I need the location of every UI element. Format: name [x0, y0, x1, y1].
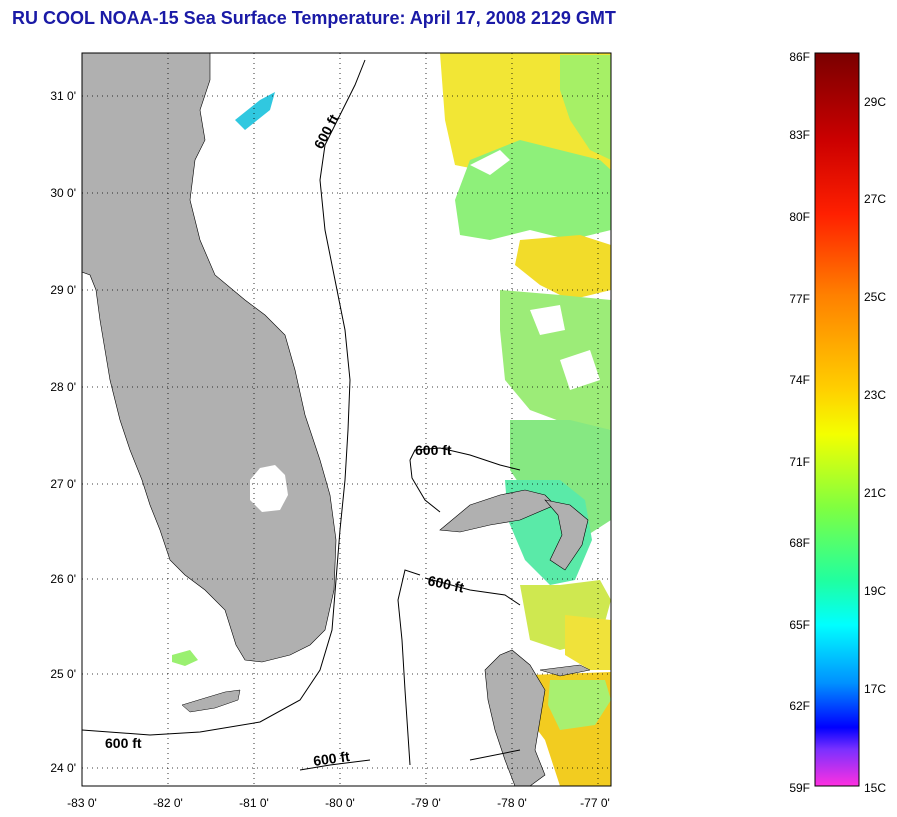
colorbar-f-label: 83F [789, 128, 810, 142]
colorbar-c-label: 19C [864, 584, 886, 598]
colorbar-c-label: 23C [864, 388, 886, 402]
colorbar-c-label: 21C [864, 486, 886, 500]
colorbar-gradient [814, 52, 860, 787]
colorbar-f-label: 86F [789, 50, 810, 64]
colorbar-f-label: 80F [789, 210, 810, 224]
grand-bahama [439, 489, 556, 533]
andros-island [484, 649, 546, 786]
contour-label: 600 ft [415, 442, 452, 458]
lat-label: 29 0' [50, 283, 76, 297]
colorbar-c-label: 27C [864, 192, 886, 206]
map-title: RU COOL NOAA-15 Sea Surface Temperature:… [12, 8, 616, 28]
lat-label: 25 0' [50, 667, 76, 681]
colorbar-f-label: 65F [789, 618, 810, 632]
abaco-island [544, 499, 589, 571]
grid-lines [82, 53, 611, 786]
colorbar-c-label: 25C [864, 290, 886, 304]
lon-label: -80 0' [325, 796, 355, 810]
colorbar-f-label: 59F [789, 781, 810, 795]
colorbar-f-label: 74F [789, 373, 810, 387]
colorbar-f-label: 77F [789, 292, 810, 306]
lon-label: -83 0' [67, 796, 97, 810]
colorbar-f-label: 68F [789, 536, 810, 550]
lon-label: -77 0' [580, 796, 610, 810]
lat-label: 27 0' [50, 477, 76, 491]
colorbar: 86F 83F 80F 77F 74F 71F 68F 65F 62F 59F … [789, 50, 886, 795]
colorbar-f-label: 62F [789, 699, 810, 713]
colorbar-f-label: 71F [789, 455, 810, 469]
lat-label: 26 0' [50, 572, 76, 586]
colorbar-c-label: 17C [864, 682, 886, 696]
lon-label: -82 0' [153, 796, 183, 810]
lon-label: -78 0' [497, 796, 527, 810]
contour-label: 600 ft [312, 748, 351, 769]
600ft-contour-lines [82, 59, 521, 771]
lon-label: -79 0' [411, 796, 441, 810]
lake-okeechobee [250, 465, 288, 512]
contour-label: 600 ft [426, 572, 465, 595]
colorbar-c-label: 29C [864, 95, 886, 109]
colorbar-c-label: 15C [864, 781, 886, 795]
map-frame [81, 52, 612, 787]
sst-data [172, 53, 611, 786]
lon-label: -81 0' [239, 796, 269, 810]
lat-label: 30 0' [50, 186, 76, 200]
lat-label: 24 0' [50, 761, 76, 775]
contour-label: 600 ft [105, 735, 142, 751]
lat-label: 31 0' [50, 89, 76, 103]
lat-label: 28 0' [50, 380, 76, 394]
longitude-labels: -83 0' -82 0' -81 0' -80 0' -79 0' -78 0… [67, 796, 610, 810]
latitude-labels: 31 0' 30 0' 29 0' 28 0' 27 0' 26 0' 25 0… [50, 89, 76, 775]
